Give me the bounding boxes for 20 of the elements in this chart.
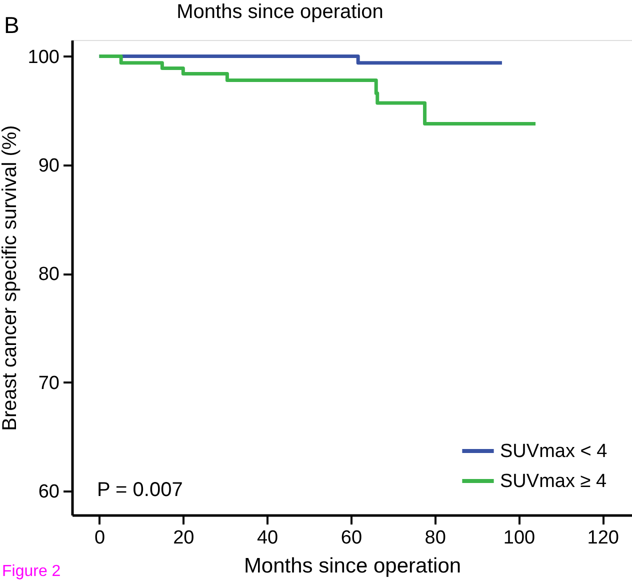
x-tick-label: 40 [256, 528, 278, 548]
x-axis-title: Months since operation [244, 554, 462, 578]
x-tick-label: 120 [587, 528, 619, 548]
y-tick-label: 70 [38, 372, 60, 394]
x-tick-label: 100 [503, 528, 536, 548]
y-tick-label: 60 [38, 482, 60, 503]
x-tick-label: 80 [424, 528, 446, 548]
y-tick-label: 80 [38, 264, 60, 286]
legend-label: SUVmax < 4 [500, 441, 608, 462]
legend-label: SUVmax ≥ 4 [500, 471, 607, 492]
x-tick-label: 60 [340, 528, 362, 548]
text: Months since operation [176, 1, 384, 23]
y-tick-label: 90 [38, 156, 60, 176]
annotation: P = 0.007 [97, 479, 183, 501]
chart-title: B [4, 12, 20, 38]
x-tick-label: 20 [173, 528, 194, 548]
y-tick-label: 100 [28, 46, 60, 68]
y-axis-title: Breast cancer specific survival (%) [0, 125, 21, 431]
x-tick-label: 0 [94, 528, 106, 548]
caption: Figure 2 [2, 563, 61, 580]
